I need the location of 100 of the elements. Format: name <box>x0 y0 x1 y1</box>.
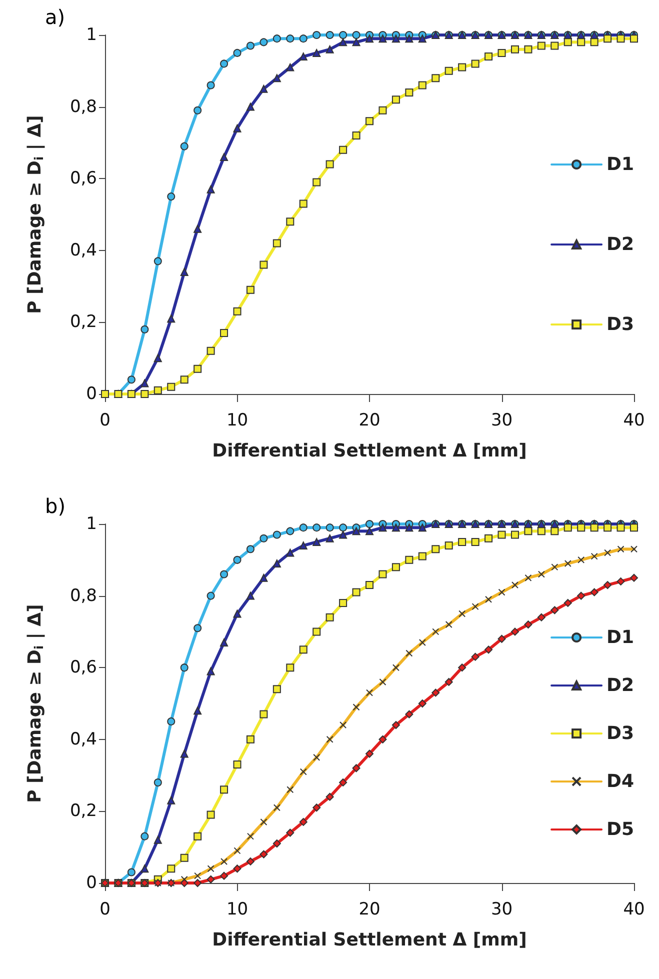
point <box>432 688 440 697</box>
point <box>630 574 638 582</box>
point <box>484 52 493 61</box>
point <box>167 796 176 804</box>
point <box>272 530 281 539</box>
legend-label: D3 <box>606 314 634 335</box>
point <box>246 592 254 600</box>
point <box>577 592 586 600</box>
point <box>550 606 559 614</box>
point <box>326 45 334 54</box>
point <box>524 527 532 536</box>
point <box>339 38 348 46</box>
point <box>366 34 374 43</box>
point <box>616 34 625 43</box>
point <box>326 792 334 801</box>
point <box>366 750 374 758</box>
point <box>180 879 188 887</box>
point <box>260 850 268 858</box>
point <box>286 527 294 536</box>
legend-label: D5 <box>606 819 634 840</box>
point <box>405 556 414 564</box>
point <box>286 828 294 837</box>
point <box>220 60 228 68</box>
point <box>564 38 572 46</box>
point <box>180 750 188 758</box>
point <box>260 38 268 46</box>
point <box>154 836 162 844</box>
point <box>510 45 519 54</box>
y-tick-label: 0,6 <box>70 168 97 189</box>
x-tick-label: 30 <box>490 410 513 430</box>
point <box>498 48 506 57</box>
point <box>498 634 506 643</box>
x-tick-label: 40 <box>623 900 645 920</box>
point <box>537 613 546 622</box>
point <box>180 376 188 384</box>
point <box>339 778 348 786</box>
point <box>339 524 348 532</box>
point <box>378 735 387 744</box>
point <box>418 552 426 560</box>
point <box>405 88 414 96</box>
point <box>233 864 242 873</box>
y-axis-title: P [Damage ≥ Di | Δ] <box>24 115 46 314</box>
point <box>326 534 334 542</box>
point <box>577 38 586 46</box>
point <box>326 613 334 622</box>
point <box>246 857 254 866</box>
point <box>286 664 294 672</box>
point <box>577 524 586 532</box>
point <box>272 685 281 694</box>
point <box>154 354 162 362</box>
point <box>154 386 162 394</box>
point <box>564 598 572 607</box>
point <box>220 786 228 794</box>
point <box>167 717 176 726</box>
point <box>630 34 638 43</box>
point <box>432 74 440 82</box>
point <box>339 530 348 539</box>
point <box>233 610 242 618</box>
point <box>246 735 254 744</box>
y-tick-label: 0,2 <box>70 312 97 332</box>
point <box>233 556 242 564</box>
point <box>352 527 360 536</box>
point <box>260 534 268 542</box>
y-tick-label: 0,8 <box>70 586 97 606</box>
point <box>392 563 400 572</box>
point <box>630 524 638 532</box>
y-tick-label: 0,4 <box>70 240 97 260</box>
point <box>418 34 426 43</box>
point <box>604 34 612 43</box>
point <box>260 260 268 269</box>
legend-label: D4 <box>606 771 634 792</box>
point <box>471 60 480 68</box>
point <box>246 545 254 554</box>
point <box>194 879 202 887</box>
point <box>378 570 387 578</box>
legend-label: D2 <box>606 234 634 255</box>
point <box>339 598 348 607</box>
point <box>458 664 466 672</box>
point <box>524 45 532 54</box>
point <box>246 42 254 50</box>
point <box>444 678 453 686</box>
point <box>167 314 176 323</box>
chart-title: b) <box>45 494 66 518</box>
point <box>326 31 334 39</box>
point <box>366 527 374 536</box>
point <box>405 34 414 43</box>
point <box>220 872 228 880</box>
legend-label: D1 <box>606 154 634 175</box>
point <box>312 804 321 812</box>
x-tick-label: 10 <box>226 410 248 430</box>
point <box>392 96 400 104</box>
point <box>312 48 321 57</box>
point <box>299 34 308 43</box>
legend-label: D1 <box>606 627 634 648</box>
point <box>127 868 136 876</box>
point <box>564 524 572 532</box>
legend-label: D3 <box>606 723 634 744</box>
y-tick-label: 0,4 <box>70 729 97 750</box>
point <box>167 192 176 201</box>
point <box>352 588 360 596</box>
